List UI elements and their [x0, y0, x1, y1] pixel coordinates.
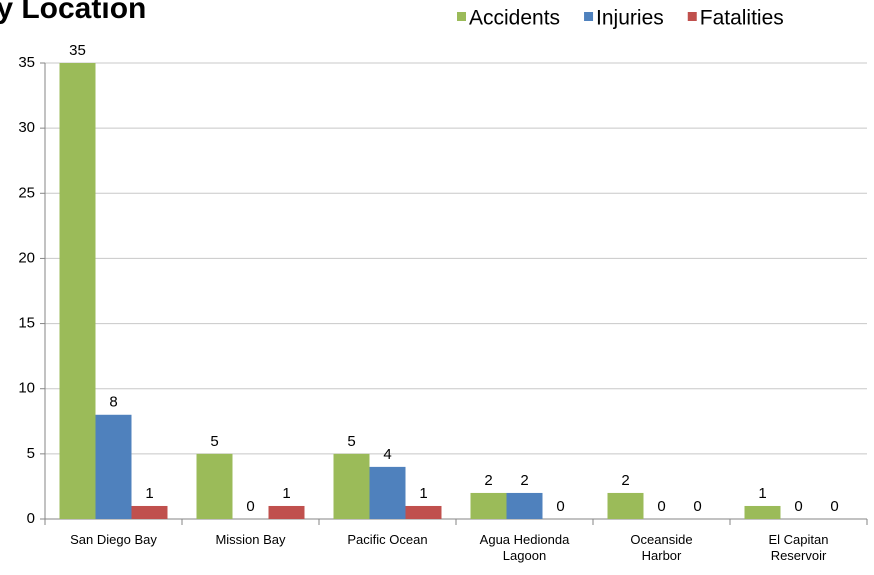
data-label: 1	[419, 485, 427, 502]
chart-title: by Location	[0, 0, 146, 25]
legend-swatch	[457, 12, 466, 21]
legend-swatch	[687, 12, 697, 21]
bar	[506, 492, 543, 519]
x-tick-label: Pacific Ocean	[347, 532, 428, 547]
x-tick-label: El Capitan Reservoir	[768, 532, 829, 563]
y-tick-label: 5	[27, 445, 35, 462]
data-label: 1	[758, 485, 766, 502]
bar	[744, 505, 781, 519]
data-label: 35	[69, 42, 86, 59]
legend-swatch	[584, 12, 594, 21]
data-label: 1	[282, 485, 290, 502]
data-label: 4	[383, 446, 391, 463]
y-tick-label: 30	[18, 119, 35, 136]
data-label: 5	[347, 433, 355, 450]
bar	[470, 492, 507, 519]
legend-label: Fatalities	[700, 7, 784, 30]
data-label: 2	[621, 472, 629, 489]
y-tick-label: 25	[18, 184, 35, 201]
data-label: 2	[484, 472, 492, 489]
bar	[607, 492, 644, 519]
data-label: 8	[109, 394, 117, 411]
data-label: 1	[145, 485, 153, 502]
x-tick-label: Agua Hedionda Lagoon	[479, 532, 570, 563]
y-tick-label: 10	[18, 380, 35, 397]
data-label: 0	[246, 498, 254, 515]
y-tick-label: 20	[18, 249, 35, 266]
y-tick-label: 15	[18, 315, 35, 332]
y-tick-label: 35	[18, 54, 35, 71]
x-tick-label: San Diego Bay	[70, 532, 157, 547]
legend-label: Injuries	[596, 7, 664, 30]
data-label: 5	[210, 433, 218, 450]
bar	[95, 414, 132, 519]
data-label: 0	[830, 498, 838, 515]
bar	[131, 505, 168, 519]
y-tick-label: 0	[27, 510, 35, 527]
legend-label: Accidents	[469, 7, 560, 30]
bar	[196, 453, 233, 519]
bar	[405, 505, 442, 519]
bar	[59, 63, 96, 519]
bar	[333, 453, 370, 519]
data-label: 0	[693, 498, 701, 515]
data-label: 0	[794, 498, 802, 515]
x-tick-label: Mission Bay	[215, 532, 286, 547]
data-label: 0	[556, 498, 564, 515]
x-tick-label: Oceanside Harbor	[630, 532, 693, 563]
bar	[369, 466, 406, 519]
bar	[268, 505, 305, 519]
data-label: 2	[520, 472, 528, 489]
data-label: 0	[657, 498, 665, 515]
